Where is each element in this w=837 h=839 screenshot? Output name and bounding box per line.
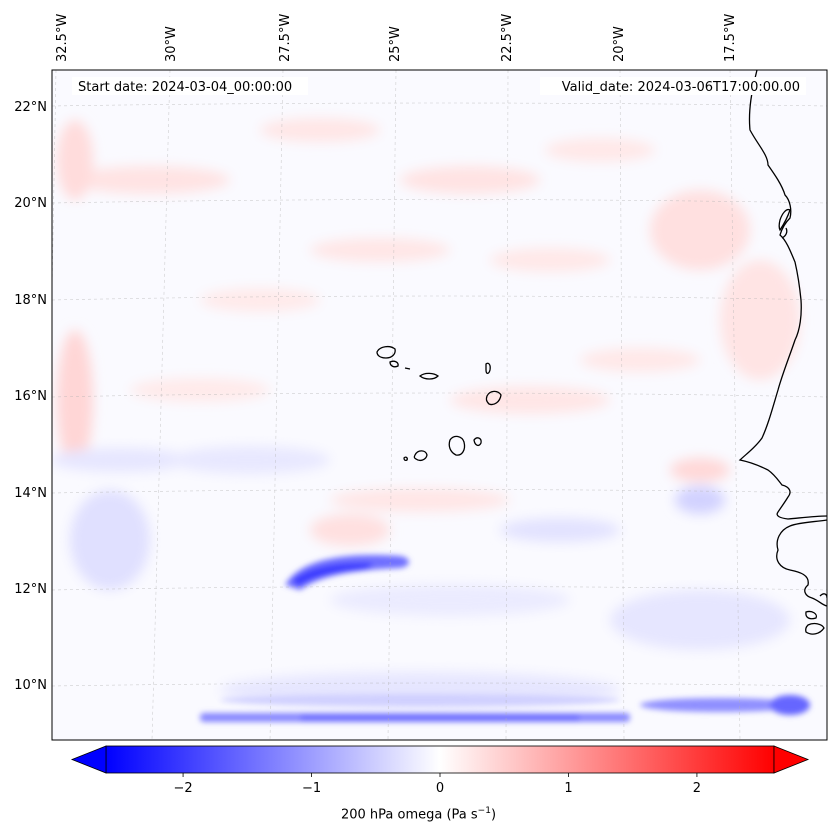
lon-label: 20°W: [612, 26, 627, 62]
latitude-labels: 22°N 20°N 18°N 16°N 14°N 12°N 10°N: [14, 100, 47, 693]
colorbar-min-extend: [70, 745, 107, 774]
lat-label: 22°N: [14, 100, 47, 115]
lon-label: 17.5°W: [723, 14, 738, 62]
map-frame: [51, 69, 828, 741]
colorbar-body: [105, 745, 775, 774]
lon-label: 25°W: [388, 26, 403, 62]
lat-label: 10°N: [14, 678, 47, 693]
lon-label: 27.5°W: [278, 14, 293, 62]
omega-field: [52, 118, 810, 722]
colorbar-tick-label: 0: [436, 781, 444, 796]
colorbar-max-extend: [773, 745, 810, 774]
longitude-labels: 32.5°W 30°W 27.5°W 25°W 22.5°W 20°W 17.5…: [55, 14, 738, 62]
colorbar-tick-label: −2: [173, 781, 192, 796]
start-date: Start date: 2024-03-04_00:00:00: [78, 80, 292, 95]
colorbar: −2 −1 0 1 2: [70, 745, 810, 796]
lat-label: 18°N: [14, 293, 47, 308]
lon-label: 22.5°W: [500, 14, 515, 62]
lat-label: 14°N: [14, 486, 47, 501]
coastlines: [376, 70, 827, 635]
lat-label: 12°N: [14, 582, 47, 597]
colorbar-tick-label: 2: [693, 781, 701, 796]
valid-date: Valid_date: 2024-03-06T17:00:00.00: [562, 80, 800, 95]
gridlines: [52, 70, 827, 740]
lat-label: 20°N: [14, 196, 47, 211]
lon-label: 30°W: [164, 26, 179, 62]
colorbar-tick-label: −1: [302, 781, 321, 796]
colorbar-tick-label: 1: [564, 781, 572, 796]
info-bar: Start date: 2024-03-04_00:00:00 Valid_da…: [72, 77, 806, 95]
lat-label: 16°N: [14, 389, 47, 404]
colorbar-label: 200 hPa omega (Pa s−1): [340, 806, 497, 823]
lon-label: 32.5°W: [55, 14, 70, 62]
